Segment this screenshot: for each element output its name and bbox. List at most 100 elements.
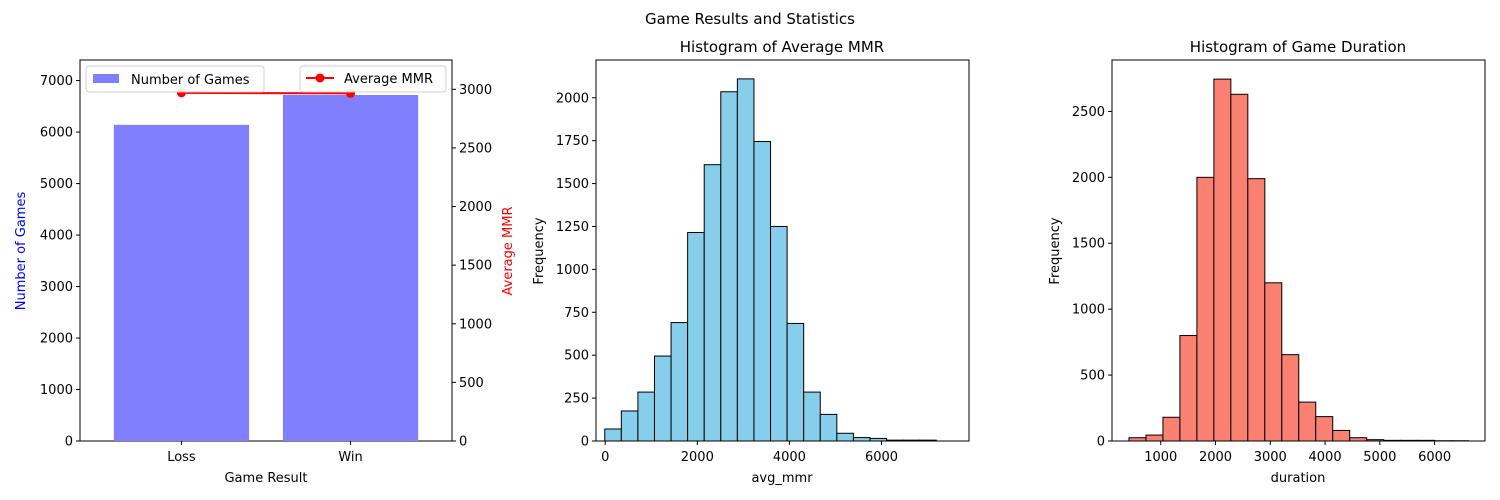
y-tick-label: 2000: [1072, 171, 1105, 186]
x-tick-label: 1000: [1144, 450, 1177, 465]
chart-game-result: 0 1000 2000 3000 4000 5000 6000 7000 0 500 1000 15…: [14, 59, 516, 486]
plot-area-frame: [1111, 59, 1486, 442]
y-tick-label: 250: [564, 392, 589, 407]
x-tick-label: 4000: [1309, 450, 1342, 465]
x-tick-label: 6000: [865, 450, 898, 465]
y-tick-label: 2000: [556, 91, 589, 106]
x-tick-label: 6000: [1418, 450, 1451, 465]
x-axis-label: Game Result: [224, 471, 307, 486]
figure-suptitle: Game Results and Statistics: [645, 10, 855, 28]
histogram-bar: [604, 428, 622, 442]
y-tick-label: 1000: [1072, 303, 1105, 318]
y-tick-label: 2500: [1072, 105, 1105, 120]
bar-group: [113, 95, 419, 442]
y-tick-label: 6000: [40, 126, 73, 141]
histogram-bar: [736, 78, 755, 442]
x-tick-label: 4000: [773, 450, 806, 465]
histogram-bar: [720, 91, 738, 442]
x-axis-label: avg_mmr: [751, 471, 813, 486]
histogram-bar: [786, 322, 805, 442]
y-tick-label: 1750: [556, 134, 589, 149]
y-tick-label: 0: [65, 435, 73, 450]
chart-title: Histogram of Average MMR: [680, 38, 884, 56]
y-tick-label: 0: [1097, 435, 1105, 450]
histogram-bar: [836, 432, 854, 442]
x-axis-ticks: Loss Win: [167, 441, 363, 465]
x-tick-label: Loss: [167, 450, 196, 465]
x-tick-label: Win: [338, 450, 362, 465]
y-tick-label: 1500: [556, 177, 589, 192]
x-tick-label: 2000: [681, 450, 714, 465]
histogram-bar: [1315, 416, 1334, 442]
histogram-bars: [1128, 78, 1470, 442]
histogram-bar: [1179, 335, 1198, 442]
histogram-bar: [670, 322, 689, 442]
y2-tick-label: 500: [459, 376, 484, 391]
chart-histogram-avg-mmr: Histogram of Average MMR 0 250 500 750 1000 1…: [532, 38, 970, 486]
y2-tick-label: 3000: [459, 83, 492, 98]
bar-win: [282, 95, 419, 442]
histogram-bar: [703, 164, 722, 442]
y-tick-label: 1000: [40, 383, 73, 398]
histogram-bar: [770, 225, 788, 442]
y-tick-label: 3000: [40, 280, 73, 295]
y-axis-right-label: Average MMR: [501, 207, 516, 296]
histogram-bar: [803, 391, 821, 442]
histogram-bar: [753, 141, 772, 442]
y-tick-label: 500: [1080, 369, 1105, 384]
histogram-bar: [1281, 354, 1300, 442]
histogram-bar: [620, 410, 639, 442]
x-axis-label: duration: [1271, 471, 1326, 486]
y2-tick-label: 2000: [459, 200, 492, 215]
y-axis-ticks: 0 250 500 750 1000 1250 1500 1750 2000: [556, 91, 596, 450]
y2-tick-label: 0: [459, 435, 467, 450]
plot-area-frame: [595, 59, 970, 442]
x-tick-label: 0: [601, 450, 609, 465]
legend-label-average-mmr: Average MMR: [344, 72, 433, 87]
x-axis-ticks: 0 2000 4000 6000: [601, 441, 898, 465]
y-axis-right-ticks: 0 500 1000 1500 2000 2500 3000: [452, 83, 492, 450]
legend-label-number-of-games: Number of Games: [131, 73, 250, 88]
histogram-bar: [1264, 282, 1283, 442]
plot-area-frame: [79, 59, 453, 442]
y2-tick-label: 2500: [459, 141, 492, 156]
y-axis-left-ticks: 0 1000 2000 3000 4000 5000 6000 7000: [40, 74, 80, 450]
histogram-bar: [1332, 429, 1351, 442]
histogram-bar: [1162, 416, 1181, 442]
y-axis-label: Frequency: [1048, 217, 1063, 284]
y-axis-ticks: 0 500 1000 1500 2000 2500: [1072, 105, 1112, 450]
chart-title: Histogram of Game Duration: [1190, 38, 1406, 56]
series-line-average-mmr: [181, 91, 351, 95]
legend-left: Number of Games: [85, 65, 265, 93]
legend-box: [299, 65, 447, 93]
y-tick-label: 4000: [40, 229, 73, 244]
histogram-bars: [604, 78, 937, 442]
histogram-bar: [1196, 176, 1215, 442]
y2-tick-label: 1500: [459, 259, 492, 274]
y-tick-label: 5000: [40, 177, 73, 192]
chart-histogram-duration: Histogram of Game Duration 0 500 1000 1500 2…: [1048, 38, 1486, 486]
y-axis-left-label: Number of Games: [14, 192, 29, 311]
x-axis-ticks: 1000 2000 3000 4000 5000 6000: [1144, 441, 1451, 465]
x-tick-label: 3000: [1254, 450, 1287, 465]
histogram-bar: [637, 391, 655, 442]
y-tick-label: 7000: [40, 74, 73, 89]
histogram-bar: [819, 413, 838, 442]
x-tick-label: 5000: [1363, 450, 1396, 465]
y-tick-label: 750: [564, 306, 589, 321]
histogram-bar: [852, 437, 871, 442]
y-axis-label: Frequency: [532, 217, 547, 284]
y-tick-label: 0: [581, 435, 589, 450]
y-tick-label: 1500: [1072, 237, 1105, 252]
bar-loss: [113, 124, 250, 441]
y-tick-label: 1250: [556, 220, 589, 235]
legend-box: [85, 65, 265, 93]
histogram-bar: [1213, 78, 1232, 442]
legend-right: Average MMR: [299, 65, 447, 93]
x-tick-label: 2000: [1199, 450, 1232, 465]
y-tick-label: 1000: [556, 263, 589, 278]
histogram-bar: [1230, 93, 1249, 442]
histogram-bar: [653, 355, 672, 442]
histogram-bar: [687, 231, 705, 442]
